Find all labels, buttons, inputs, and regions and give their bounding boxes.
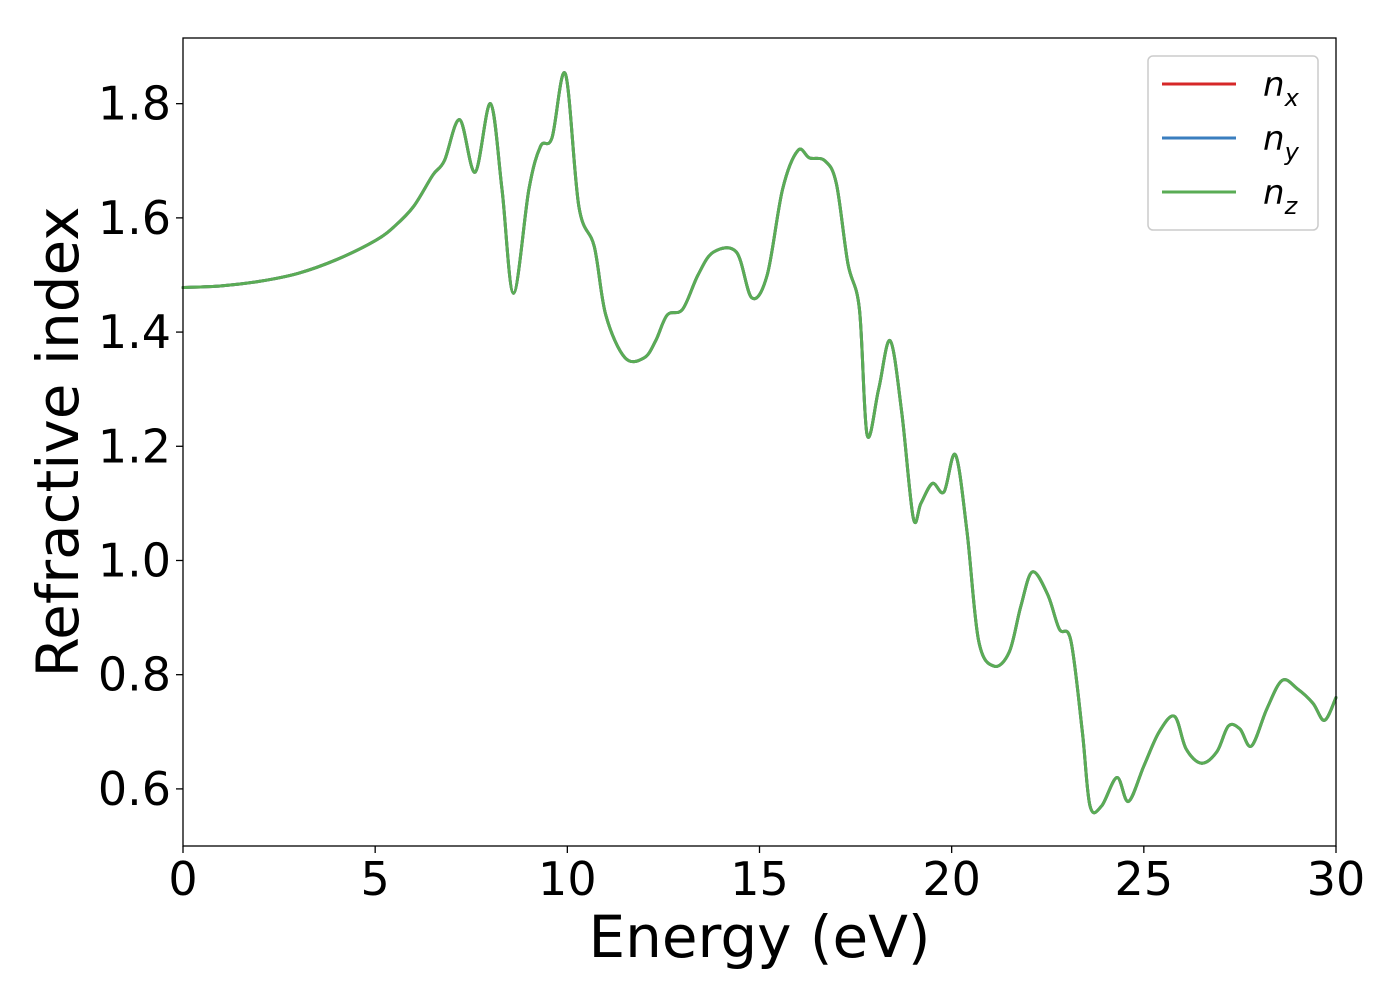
x-tick-label: 5 xyxy=(361,852,390,906)
y-tick-label: 1.2 xyxy=(98,419,171,473)
y-axis: 0.6 0.8 1.0 1.2 1.4 1.6 1.8 xyxy=(98,77,183,816)
y-axis-title: Refractive index xyxy=(24,206,92,677)
series-line-n-z xyxy=(181,71,1338,815)
x-tick-label: 30 xyxy=(1307,852,1366,906)
y-tick-label: 0.8 xyxy=(98,648,171,702)
y-tick-label: 0.6 xyxy=(98,762,171,816)
x-tick-label: 15 xyxy=(730,852,789,906)
y-tick-label: 1.4 xyxy=(98,305,171,359)
x-axis-title: Energy (eV) xyxy=(588,903,930,971)
legend-box xyxy=(1147,55,1319,231)
y-tick-label: 1.6 xyxy=(98,191,171,245)
series-layer xyxy=(181,71,1338,815)
x-tick-label: 25 xyxy=(1115,852,1174,906)
x-tick-label: 0 xyxy=(168,852,197,906)
x-tick-label: 20 xyxy=(922,852,981,906)
x-axis: 0 5 10 15 20 25 30 xyxy=(168,846,1365,906)
x-tick-label: 10 xyxy=(538,852,597,906)
y-tick-label: 1.8 xyxy=(98,77,171,131)
y-tick-label: 1.0 xyxy=(98,533,171,587)
